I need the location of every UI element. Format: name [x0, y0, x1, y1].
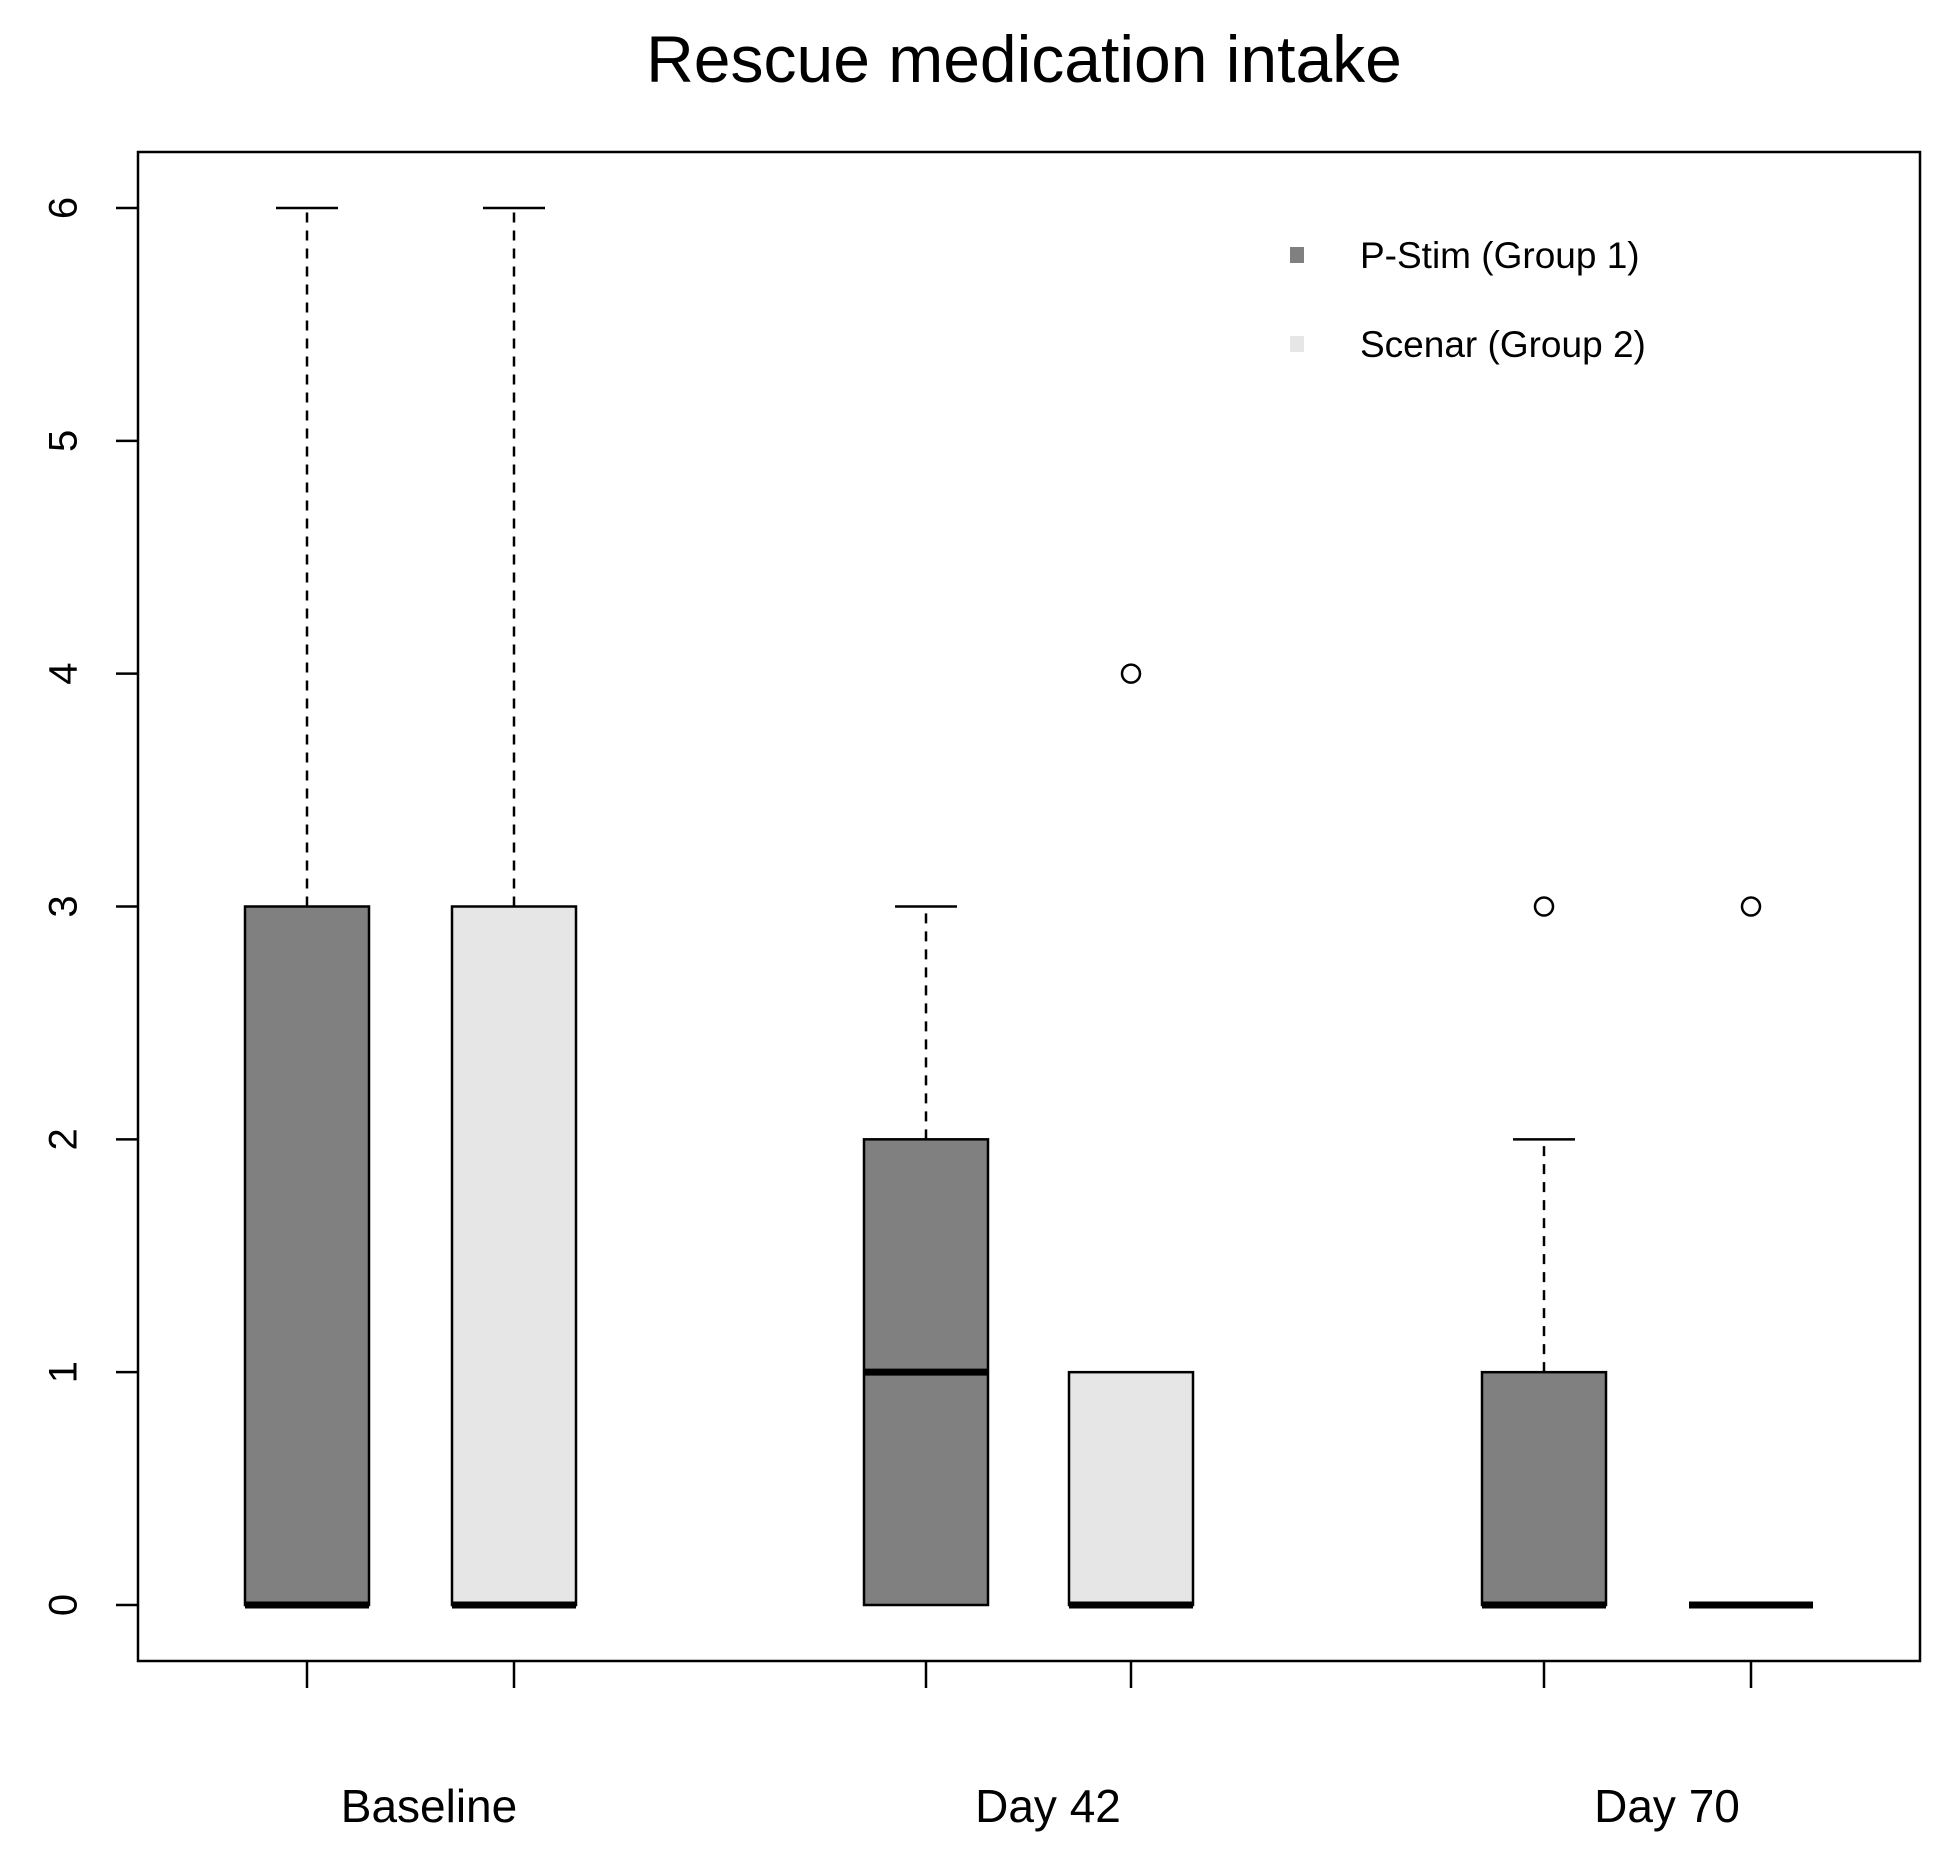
box-1-1 [1067, 663, 1195, 1609]
box-iqr [1067, 1370, 1195, 1607]
legend-label: Scenar (Group 2) [1360, 324, 1646, 365]
y-tick-label: 2 [42, 1128, 86, 1150]
x-axis: Baseline Day 42 Day 70 [305, 1661, 1753, 1832]
box-groups [243, 206, 1813, 1609]
box-0-1 [450, 206, 578, 1609]
x-category-label: Day 42 [975, 1780, 1121, 1832]
box-1-0 [862, 905, 990, 1607]
y-tick-label: 5 [42, 430, 86, 452]
plot-frame [136, 150, 1922, 1663]
y-tick-label: 6 [42, 197, 86, 219]
outlier-point [1740, 896, 1762, 917]
y-axis: 0 1 2 3 4 5 6 [42, 197, 138, 1616]
legend-label: P-Stim (Group 1) [1360, 235, 1640, 276]
box-2-0 [1480, 896, 1608, 1609]
x-category-label: Baseline [341, 1780, 517, 1832]
box-2-1 [1689, 896, 1813, 1609]
legend: P-Stim (Group 1) Scenar (Group 2) [1290, 235, 1646, 365]
y-tick-label: 0 [42, 1594, 86, 1616]
y-tick-label: 4 [42, 663, 86, 685]
chart-title: Rescue medication intake [646, 22, 1402, 96]
y-tick-label: 3 [42, 895, 86, 917]
x-category-label: Day 70 [1594, 1780, 1740, 1832]
y-tick-label: 1 [42, 1361, 86, 1383]
outlier-point [1120, 663, 1142, 684]
outlier-point [1533, 896, 1555, 917]
legend-swatch [1290, 247, 1304, 263]
box-iqr [243, 905, 371, 1607]
box-iqr [1480, 1370, 1608, 1607]
legend-swatch [1290, 336, 1304, 352]
box-iqr [450, 905, 578, 1607]
box-0-0 [243, 206, 371, 1609]
